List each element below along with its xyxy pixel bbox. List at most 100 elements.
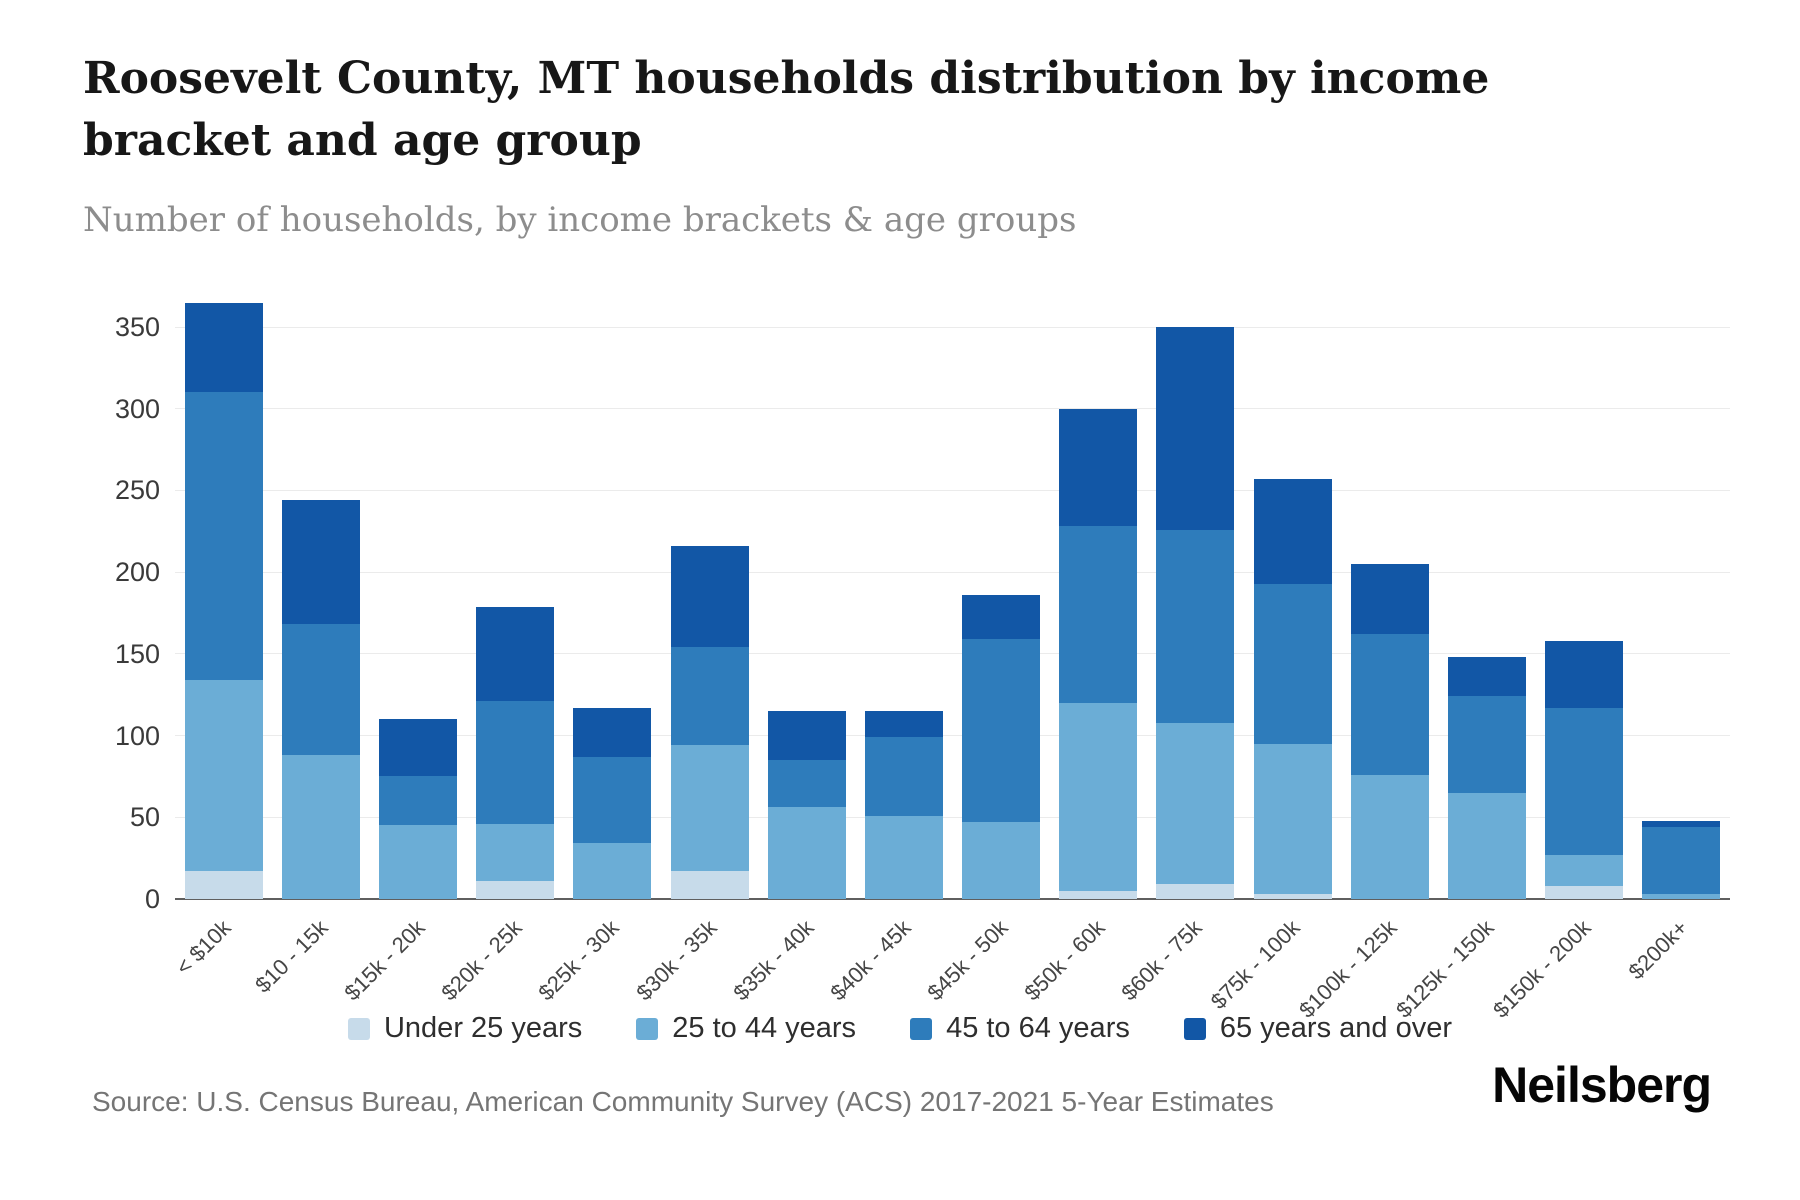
bar-segment[interactable] [1059, 890, 1138, 899]
legend-label: 25 to 44 years [672, 1012, 857, 1044]
brand-logo: Neilsberg [1492, 1057, 1712, 1113]
gridline [175, 735, 1730, 737]
bar-segment[interactable] [378, 719, 457, 777]
legend-label: 65 years and over [1219, 1012, 1453, 1044]
bar-segment[interactable] [962, 595, 1041, 640]
bar-segment[interactable] [1642, 820, 1721, 828]
legend-label: 45 to 64 years [946, 1012, 1130, 1044]
bar-segment[interactable] [476, 823, 555, 882]
bar-segment[interactable] [670, 871, 749, 899]
bar-segment[interactable] [573, 756, 652, 844]
bar-segment[interactable] [962, 822, 1041, 899]
bar-$45k - 50k [962, 595, 1041, 899]
bar-segment[interactable] [670, 546, 749, 648]
y-axis-tick-label: 150 [114, 638, 160, 669]
bar-segment[interactable] [962, 639, 1041, 823]
bar-segment[interactable] [767, 711, 846, 761]
bar-segment[interactable] [1059, 526, 1138, 703]
bar-$50k - 60k [1059, 408, 1138, 899]
y-axis-tick-label: 250 [114, 475, 160, 506]
y-axis-tick-label: 0 [144, 884, 160, 914]
legend-item[interactable]: 25 to 44 years [636, 1012, 856, 1045]
source-note: Source: U.S. Census Bureau, American Com… [92, 1086, 1274, 1117]
bar-segment[interactable] [767, 760, 846, 808]
bar-segment[interactable] [767, 807, 846, 899]
bar-segment[interactable] [281, 500, 360, 625]
bar-segment[interactable] [1448, 792, 1527, 899]
bar-segment[interactable] [1545, 854, 1624, 886]
bar-segment[interactable] [1253, 583, 1332, 744]
legend-swatch-icon [347, 1017, 370, 1040]
bar-segment[interactable] [1642, 894, 1721, 899]
bar-segment[interactable] [1253, 894, 1332, 899]
legend-swatch-icon [910, 1017, 933, 1040]
bar-$35k - 40k [767, 711, 846, 899]
y-axis-tick-label: 100 [114, 720, 160, 751]
bar-segment[interactable] [1059, 408, 1138, 527]
bar-$100k - 125k [1350, 563, 1429, 899]
bar-segment[interactable] [1545, 707, 1624, 855]
bar-$25k - 30k [573, 707, 652, 899]
bar-segment[interactable] [476, 701, 555, 824]
bar-segment[interactable] [1350, 563, 1429, 635]
y-axis-tick-label: 200 [114, 557, 160, 588]
bar-segment[interactable] [184, 871, 263, 899]
gridline [175, 489, 1730, 491]
bar-$10 - 15k [281, 500, 360, 899]
bar-segment[interactable] [1156, 884, 1235, 899]
bar-segment[interactable] [1156, 529, 1235, 723]
bar-$15k - 20k [378, 719, 457, 899]
stacked-bar-plot-area: 0 50 100 150 200 250 300 350 < $10k $10 - 15k $15k… [115, 302, 1730, 1023]
page-title: Roosevelt County, MT households distribu… [83, 53, 1490, 167]
bar-segment[interactable] [1156, 327, 1235, 530]
bar-segment[interactable] [1350, 634, 1429, 775]
bar-segment[interactable] [378, 825, 457, 899]
bar-segment[interactable] [1448, 657, 1527, 697]
bar-$20k - 25k [476, 606, 555, 899]
bar-segment[interactable] [1545, 640, 1624, 708]
gridline [175, 408, 1730, 410]
bar-segment[interactable] [1350, 774, 1429, 899]
bar-segment[interactable] [573, 843, 652, 899]
bar-segment[interactable] [864, 711, 943, 738]
bar-$40k - 45k [864, 711, 943, 899]
page-subtitle: Number of households, by income brackets… [83, 200, 1077, 240]
legend-swatch-icon [636, 1017, 659, 1040]
bar-segment[interactable] [1156, 722, 1235, 885]
legend-item[interactable]: Under 25 years [347, 1012, 582, 1045]
bar-segment[interactable] [670, 745, 749, 872]
gridline [175, 816, 1730, 818]
gridline [175, 326, 1730, 328]
bar-segment[interactable] [476, 606, 555, 702]
bar-segment[interactable] [1545, 885, 1624, 899]
bar-< $10k [184, 302, 263, 899]
bar-segment[interactable] [184, 302, 263, 393]
legend-item[interactable]: 65 years and over [1183, 1012, 1453, 1045]
bar-$60k - 75k [1156, 327, 1235, 899]
bar-segment[interactable] [1253, 479, 1332, 584]
bar-segment[interactable] [1059, 702, 1138, 891]
bar-segment[interactable] [670, 647, 749, 746]
gridline [175, 571, 1730, 573]
bar-segment[interactable] [1448, 696, 1527, 793]
bar-segment[interactable] [1253, 743, 1332, 895]
bar-segment[interactable] [281, 624, 360, 756]
bar-$75k - 100k [1253, 479, 1332, 899]
y-axis-tick-label: 300 [114, 393, 160, 424]
bar-$150k - 200k [1545, 640, 1624, 899]
legend-swatch-icon [1183, 1017, 1206, 1040]
bar-segment[interactable] [864, 815, 943, 899]
legend: Under 25 years 25 to 44 years 45 to 64 yea… [0, 1012, 1800, 1045]
bar-segment[interactable] [476, 881, 555, 899]
bar-segment[interactable] [1642, 827, 1721, 895]
bar-segment[interactable] [184, 680, 263, 872]
bar-$125k - 150k [1448, 657, 1527, 899]
bar-segment[interactable] [573, 707, 652, 757]
bar-segment[interactable] [184, 392, 263, 681]
bar-segment[interactable] [864, 737, 943, 816]
x-axis-line [175, 898, 1730, 900]
bar-segment[interactable] [378, 776, 457, 826]
bar-segment[interactable] [281, 755, 360, 899]
legend-item[interactable]: 45 to 64 years [910, 1012, 1130, 1045]
